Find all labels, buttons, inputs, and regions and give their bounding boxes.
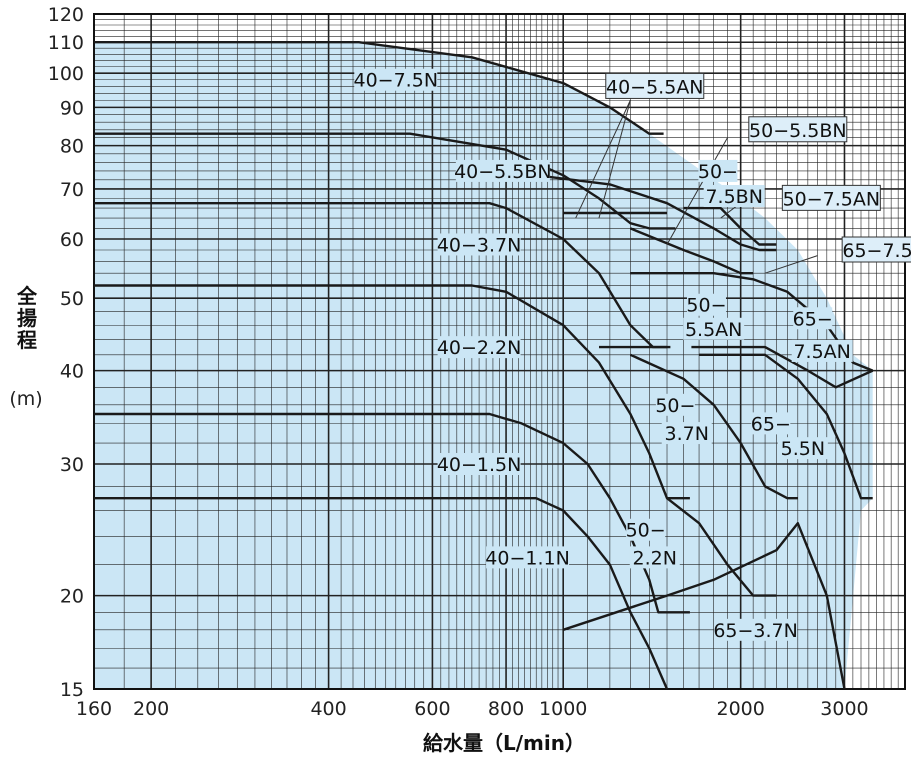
x-tick-layer: 160 200 400 600 800 1000 2000 3000	[76, 698, 869, 720]
curve-label: 65−	[793, 308, 833, 330]
leader-line	[575, 100, 631, 219]
curve-label-backdrop	[683, 317, 745, 340]
curve-40−1.1N	[94, 497, 669, 690]
curve-50−3.7N	[629, 353, 798, 500]
curve-50−7.5AN	[683, 206, 777, 246]
curve-label-box	[748, 116, 848, 143]
curve-label-backdrop	[661, 422, 712, 445]
curve-label: 40−2.2N	[437, 337, 522, 359]
curve-65−7.5BN	[630, 272, 874, 372]
curve-label-backdrop	[703, 184, 765, 207]
curve-50−5.5BN	[629, 227, 754, 275]
curve-label-box	[605, 72, 705, 99]
curve-label: 3.7N	[664, 423, 708, 445]
y-tick-layer: 15 20 30 40 50 60 70 80 90 100 110 120	[48, 4, 84, 701]
y-tick-label: 90	[60, 97, 84, 119]
x-tick-label: 2000	[716, 698, 764, 720]
y-tick-label: 60	[60, 229, 84, 251]
curve-label-backdrop	[751, 412, 791, 435]
curve-layer	[94, 41, 874, 690]
x-tick-label: 160	[76, 698, 112, 720]
curve-label: 65−7.5BN	[842, 240, 911, 262]
x-tick-label: 400	[310, 698, 346, 720]
curve-65−7.5AN	[691, 345, 874, 389]
curve-label-backdrop	[455, 159, 550, 182]
curve-label: 40−5.5BN	[454, 161, 552, 183]
curve-65−5.5N	[699, 353, 873, 500]
leader-line	[598, 100, 631, 219]
curve-label-backdrop	[714, 618, 798, 641]
curve-label: 50−	[698, 161, 738, 183]
curve-label-backdrop	[791, 339, 853, 362]
curve-40−5.5BN	[94, 132, 676, 230]
y-tick-label: 50	[60, 288, 84, 310]
y-axis-title-char-3: 程	[17, 328, 37, 352]
y-tick-label: 40	[60, 361, 84, 383]
leader-line	[666, 137, 728, 245]
curve-50−7.5BN	[536, 174, 777, 252]
grid-layer	[93, 13, 906, 690]
curve-40−1.5N	[94, 412, 690, 614]
curve-label-box	[781, 184, 881, 211]
curve-label: 7.5AN	[793, 341, 850, 363]
curve-label: 50−7.5AN	[783, 188, 881, 210]
curve-40−2.2N	[94, 284, 690, 500]
curve-label: 7.5BN	[705, 186, 762, 208]
x-tick-label: 200	[133, 698, 169, 720]
curve-label-backdrop	[437, 453, 521, 475]
curve-label: 40−3.7N	[437, 234, 522, 256]
y-tick-label: 120	[48, 4, 84, 26]
x-tick-label: 800	[488, 698, 524, 720]
y-axis-unit: (m)	[9, 388, 42, 410]
curve-40−7.5N	[94, 41, 664, 135]
y-tick-label: 70	[60, 179, 84, 201]
curve-label: 50−	[686, 295, 726, 317]
curve-label-backdrop	[486, 546, 570, 569]
y-tick-label: 15	[60, 679, 84, 701]
curve-label: 50−5.5BN	[749, 120, 847, 142]
y-tick-label: 20	[60, 586, 84, 608]
x-axis-title: 給水量（L/min）	[423, 731, 585, 755]
curve-label: 40−1.1N	[485, 547, 570, 569]
curve-label: 40−5.5AN	[606, 76, 704, 98]
x-tick-label: 1000	[539, 698, 587, 720]
curve-label-backdrop	[626, 518, 666, 541]
curve-label-backdrop	[793, 307, 833, 330]
y-tick-label: 110	[48, 32, 84, 54]
plot-frame	[93, 13, 906, 690]
curve-label: 5.5AN	[685, 319, 742, 341]
curve-40−3.7N	[94, 202, 671, 349]
curve-label: 40−1.5N	[437, 454, 522, 476]
y-tick-label: 30	[60, 454, 84, 476]
x-tick-label: 600	[414, 698, 450, 720]
leader-line	[764, 255, 818, 274]
curve-label: 50−	[626, 520, 666, 542]
x-tick-label: 3000	[820, 698, 868, 720]
y-axis-title-char-2: 揚	[17, 306, 37, 330]
curve-label: 5.5N	[781, 438, 825, 460]
curve-label-backdrop	[354, 68, 438, 91]
curve-65−3.7N	[562, 522, 846, 690]
curve-label-backdrop	[686, 293, 726, 316]
curve-label-backdrop	[777, 437, 828, 460]
y-tick-label: 80	[60, 136, 84, 158]
curve-label-layer: 40−7.5N 40−5.5AN 50−5.5BN 50− 7.5BN 40−5.5BN 5…	[354, 68, 911, 642]
curve-label-backdrop	[629, 546, 680, 569]
curve-50−2.2N	[666, 497, 777, 597]
curve-label-backdrop	[437, 336, 521, 359]
y-axis-title-char-1: 全	[16, 284, 38, 308]
curve-label-backdrop	[437, 233, 521, 256]
curve-label: 50−	[655, 395, 695, 417]
curve-label: 65−	[751, 413, 791, 435]
curve-label: 2.2N	[633, 547, 677, 569]
y-tick-label: 100	[48, 63, 84, 85]
curve-label: 40−7.5N	[354, 70, 439, 92]
curve-label-backdrop	[698, 159, 738, 182]
curve-label: 65−3.7N	[713, 620, 798, 642]
curve-label-box	[841, 236, 911, 263]
curve-label-backdrop	[655, 393, 695, 416]
